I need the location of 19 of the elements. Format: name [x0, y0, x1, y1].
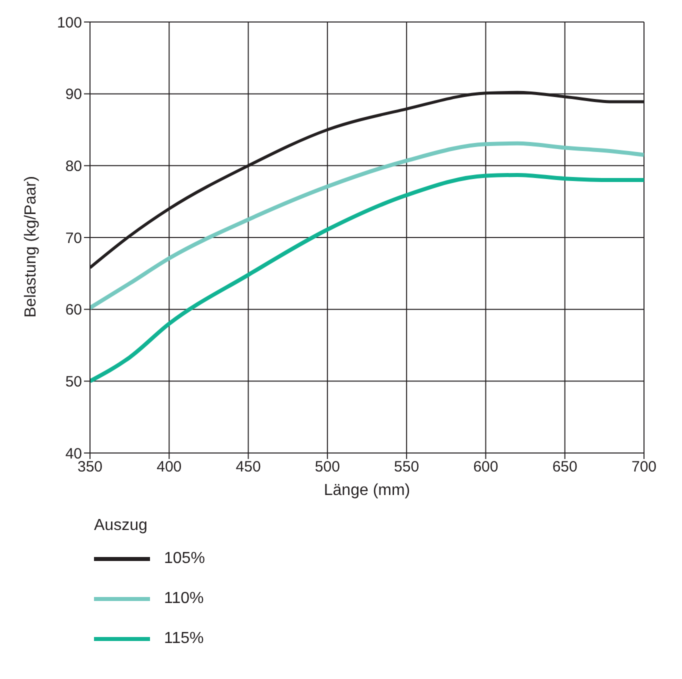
y-tick-label: 60	[65, 302, 82, 319]
y-tick-label: 50	[65, 373, 82, 390]
x-axis-title: Länge (mm)	[324, 482, 410, 499]
y-tick-label: 100	[56, 14, 82, 32]
x-tick-label: 500	[314, 458, 340, 476]
x-tick-label: 650	[552, 458, 578, 476]
x-tick-label: 550	[394, 458, 420, 476]
x-tick-label: 600	[473, 458, 498, 476]
y-tick-label: 80	[65, 158, 82, 175]
legend-label: 115%	[164, 630, 204, 648]
x-tick-label: 400	[156, 458, 182, 476]
legend-label: 105%	[164, 550, 205, 568]
y-axis-title: Belastung (kg/Paar)	[22, 176, 40, 318]
legend-title: Auszug	[94, 517, 148, 535]
y-tick-label: 70	[65, 230, 82, 247]
legend-label: 110%	[164, 590, 204, 608]
y-tick-label: 90	[65, 86, 82, 104]
x-tick-label: 700	[631, 458, 657, 476]
x-tick-label: 450	[236, 458, 261, 476]
